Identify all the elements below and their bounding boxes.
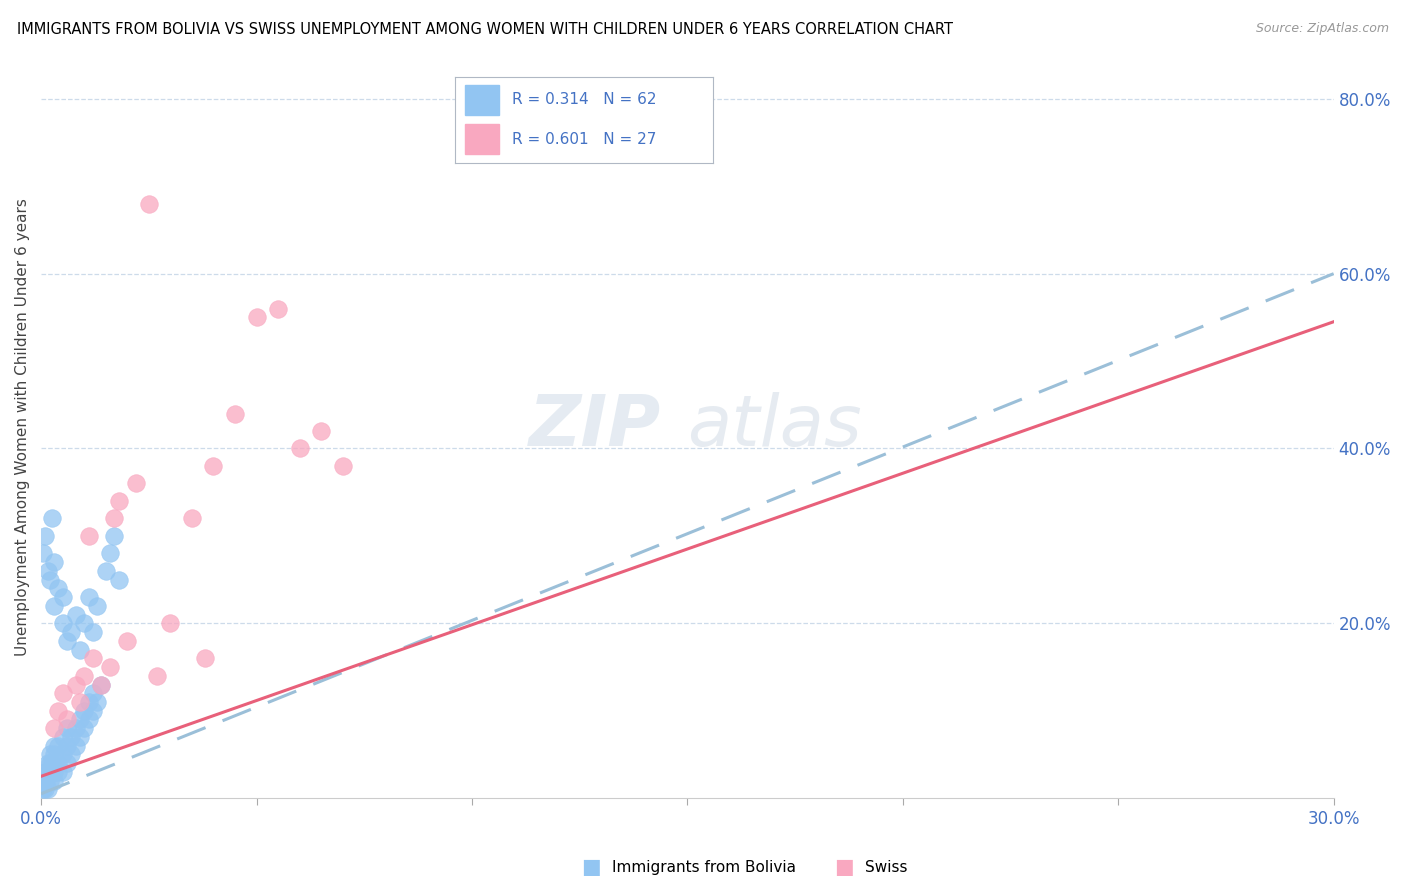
- Point: [245, 310, 267, 325]
- Point: [194, 651, 217, 665]
- Point: [60, 747, 83, 762]
- Point: [41, 511, 63, 525]
- Point: [56, 721, 79, 735]
- Point: [65, 677, 87, 691]
- Point: [69, 713, 91, 727]
- Point: [73, 669, 96, 683]
- Point: [42, 739, 65, 753]
- Point: [98, 546, 121, 560]
- Point: [56, 633, 79, 648]
- Point: [37, 564, 59, 578]
- Text: IMMIGRANTS FROM BOLIVIA VS SWISS UNEMPLOYMENT AMONG WOMEN WITH CHILDREN UNDER 6 : IMMIGRANTS FROM BOLIVIA VS SWISS UNEMPLO…: [17, 22, 953, 37]
- Point: [69, 642, 91, 657]
- Point: [77, 713, 100, 727]
- Y-axis label: Unemployment Among Women with Children Under 6 years: Unemployment Among Women with Children U…: [15, 198, 30, 656]
- Point: [82, 625, 104, 640]
- Point: [82, 686, 104, 700]
- Point: [103, 511, 125, 525]
- Point: [65, 607, 87, 622]
- Point: [146, 669, 169, 683]
- Point: [52, 686, 75, 700]
- Point: [309, 424, 332, 438]
- Point: [90, 677, 112, 691]
- Point: [42, 599, 65, 613]
- Point: [56, 756, 79, 771]
- Point: [34, 764, 56, 779]
- Text: Immigrants from Bolivia: Immigrants from Bolivia: [612, 860, 796, 874]
- Point: [180, 511, 202, 525]
- Point: [98, 660, 121, 674]
- Point: [125, 476, 148, 491]
- Text: atlas: atlas: [688, 392, 862, 461]
- Point: [34, 782, 56, 797]
- Point: [86, 599, 108, 613]
- Point: [224, 407, 246, 421]
- Point: [37, 782, 59, 797]
- Point: [65, 721, 87, 735]
- Point: [73, 616, 96, 631]
- Point: [65, 739, 87, 753]
- Point: [69, 695, 91, 709]
- Point: [52, 730, 75, 744]
- Point: [42, 721, 65, 735]
- Point: [38, 773, 60, 788]
- Point: [46, 704, 69, 718]
- Point: [159, 616, 181, 631]
- Point: [52, 747, 75, 762]
- Point: [41, 756, 63, 771]
- Text: Source: ZipAtlas.com: Source: ZipAtlas.com: [1256, 22, 1389, 36]
- Point: [46, 582, 69, 596]
- Point: [73, 721, 96, 735]
- Point: [82, 704, 104, 718]
- Point: [38, 747, 60, 762]
- Point: [107, 494, 129, 508]
- Point: [77, 529, 100, 543]
- Point: [34, 529, 56, 543]
- Point: [202, 458, 225, 473]
- Text: ZIP: ZIP: [529, 392, 662, 461]
- Point: [56, 713, 79, 727]
- Point: [288, 442, 311, 456]
- Point: [90, 677, 112, 691]
- Point: [82, 651, 104, 665]
- Point: [60, 730, 83, 744]
- Point: [46, 739, 69, 753]
- Point: [38, 764, 60, 779]
- Point: [52, 590, 75, 604]
- Point: [46, 756, 69, 771]
- Point: [73, 704, 96, 718]
- Point: [34, 773, 56, 788]
- Point: [117, 633, 139, 648]
- Point: [52, 616, 75, 631]
- Point: [107, 573, 129, 587]
- Point: [42, 555, 65, 569]
- Point: [39, 764, 62, 779]
- Point: [46, 764, 69, 779]
- Text: ■: ■: [834, 857, 853, 877]
- Text: ■: ■: [581, 857, 600, 877]
- Point: [52, 764, 75, 779]
- Point: [77, 590, 100, 604]
- Point: [103, 529, 125, 543]
- Point: [38, 756, 60, 771]
- Point: [42, 764, 65, 779]
- Point: [60, 625, 83, 640]
- Point: [77, 695, 100, 709]
- Point: [35, 773, 58, 788]
- Point: [332, 458, 354, 473]
- Point: [69, 730, 91, 744]
- Point: [32, 782, 55, 797]
- Point: [267, 301, 290, 316]
- Point: [86, 695, 108, 709]
- Point: [94, 564, 117, 578]
- Point: [42, 747, 65, 762]
- Point: [138, 196, 160, 211]
- Point: [56, 739, 79, 753]
- Point: [38, 573, 60, 587]
- Point: [37, 756, 59, 771]
- Text: Swiss: Swiss: [865, 860, 907, 874]
- Point: [32, 546, 55, 560]
- Point: [42, 773, 65, 788]
